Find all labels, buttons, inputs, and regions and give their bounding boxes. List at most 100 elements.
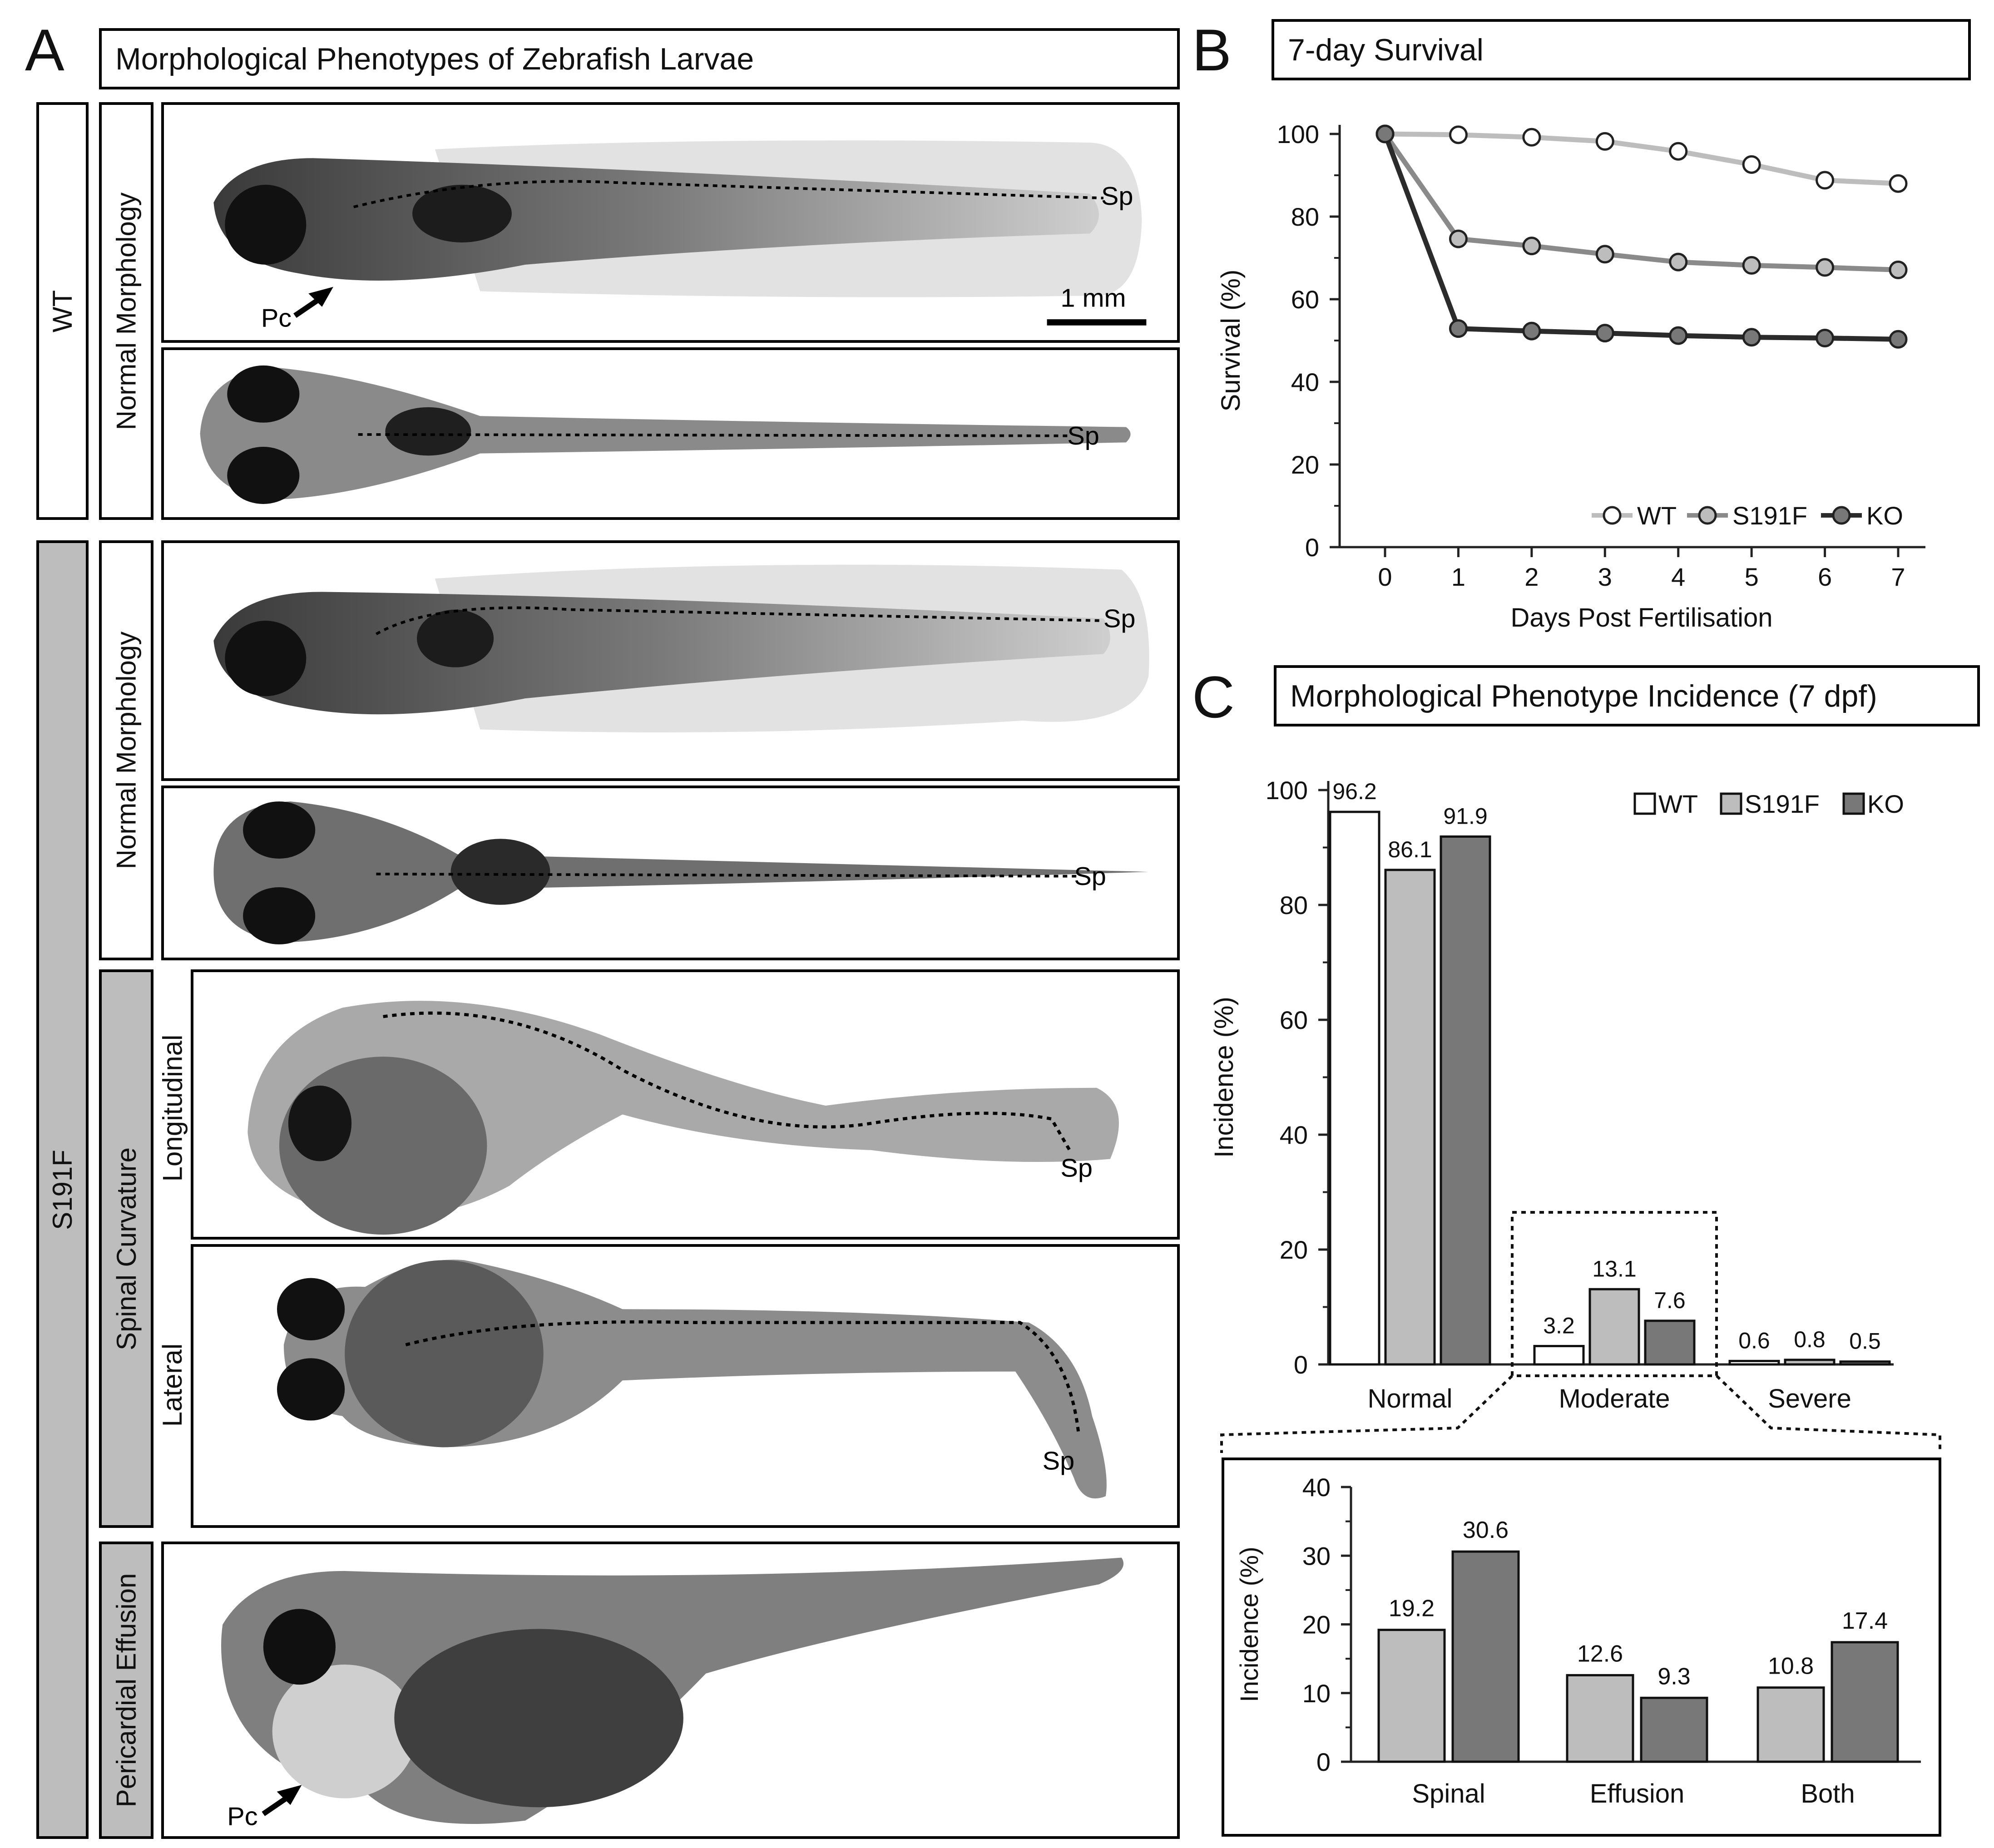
incidence-y-tick-label: 40 — [1280, 1121, 1308, 1149]
phenotype-effusion-text: Pericardial Effusion — [111, 1573, 142, 1808]
zoom-connector-right — [1715, 1374, 1941, 1453]
survival-point-s191f — [1889, 260, 1908, 279]
moderate-zoom-box — [1511, 1211, 1718, 1377]
sp-label: Sp — [1043, 1447, 1075, 1476]
survival-y-tick-label: 20 — [1291, 450, 1319, 479]
survival-legend-label: S191F — [1732, 501, 1807, 530]
survival-point-s191f — [1522, 237, 1541, 256]
phenotype-normal-wt-text: Normal Morphology — [111, 192, 142, 430]
scale-bar-label: 1 mm — [1060, 284, 1126, 312]
survival-point-s191f — [1595, 245, 1614, 264]
eye-bottom — [227, 447, 300, 504]
survival-x-tick-label: 4 — [1671, 563, 1685, 591]
image-pericardial-effusion: Pc — [161, 1542, 1180, 1839]
survival-x-tick-label: 6 — [1818, 563, 1832, 591]
incidence-y-tick-label: 0 — [1294, 1350, 1308, 1379]
survival-point-ko — [1669, 326, 1688, 345]
incidence-y-tick-label: 60 — [1280, 1006, 1308, 1034]
image-s191f-dorsal: Sp — [161, 786, 1180, 960]
phenotype-label-normal-s191f: Normal Morphology — [99, 540, 153, 960]
eye-top — [243, 801, 316, 859]
group-label-s191f: S191F — [36, 540, 89, 1839]
sp-label: Sp — [1103, 604, 1136, 633]
spine-line — [358, 433, 1068, 437]
panel-b-title-box: 7-day Survival — [1272, 19, 1971, 80]
survival-x-tick-label: 0 — [1378, 563, 1392, 591]
survival-x-tick-label: 1 — [1451, 563, 1465, 591]
sp-label: Sp — [1060, 1154, 1093, 1183]
survival-legend-marker — [1603, 506, 1622, 525]
swim-bladder — [412, 184, 512, 242]
incidence-legend-swatch — [1633, 792, 1656, 815]
survival-legend-marker — [1832, 506, 1851, 525]
incidence-bar-ko — [1644, 1319, 1696, 1366]
moderate-breakdown-frame — [1222, 1458, 1941, 1837]
survival-legend-marker — [1698, 506, 1717, 525]
fish-body — [213, 158, 1099, 281]
survival-x-axis-label: Days Post Fertilisation — [1511, 603, 1773, 632]
fish-body — [200, 367, 1131, 500]
survival-line-wt — [1385, 131, 1899, 186]
image-spinal-lateral: Sp — [191, 1244, 1180, 1528]
survival-point-ko — [1376, 124, 1395, 143]
survival-legend-label: WT — [1637, 501, 1677, 530]
group-wt-text: WT — [47, 290, 78, 332]
incidence-bar-s191f — [1384, 869, 1436, 1366]
survival-point-wt — [1595, 132, 1614, 151]
spine-line — [383, 1011, 1071, 1151]
incidence-category-label: Normal — [1368, 1384, 1453, 1413]
image-s191f-lateral: Sp — [161, 540, 1180, 781]
survival-point-wt — [1669, 142, 1688, 161]
survival-point-ko — [1595, 324, 1614, 343]
eye-top — [227, 365, 300, 423]
survival-point-wt — [1889, 174, 1908, 193]
survival-point-wt — [1376, 124, 1395, 143]
survival-point-s191f — [1449, 229, 1468, 248]
survival-y-axis-label: Survival (%) — [1216, 270, 1246, 412]
survival-point-s191f — [1376, 124, 1395, 143]
sp-label: Sp — [1067, 422, 1099, 450]
fish-body — [213, 801, 1149, 943]
image-spinal-longitudinal: Sp — [191, 969, 1180, 1240]
panel-a-title: Morphological Phenotypes of Zebrafish La… — [115, 41, 754, 76]
survival-point-ko — [1742, 328, 1761, 347]
pc-label: Pc — [227, 1802, 257, 1831]
sp-label: Sp — [1101, 182, 1133, 210]
image-wt-lateral: Sp Pc 1 mm — [161, 102, 1180, 343]
spine-line — [353, 180, 1103, 208]
sp-label: Sp — [1074, 862, 1106, 891]
view-label-longitudinal: Longitudinal — [154, 976, 191, 1240]
panel-b-letter: B — [1192, 17, 1232, 83]
survival-point-s191f — [1816, 258, 1835, 277]
phenotype-normal-s191f-text: Normal Morphology — [111, 631, 142, 870]
incidence-y-tick-label: 100 — [1266, 776, 1308, 805]
incidence-data-label: 96.2 — [1332, 779, 1376, 804]
zoom-connector-left — [1220, 1374, 1514, 1453]
eye-bottom — [277, 1358, 345, 1421]
group-s191f-text: S191F — [47, 1149, 78, 1230]
panel-a-letter: A — [25, 17, 64, 83]
pc-arrowhead — [277, 1785, 302, 1805]
survival-point-ko — [1889, 330, 1908, 349]
incidence-bar-ko — [1440, 835, 1491, 1366]
survival-point-wt — [1522, 128, 1541, 147]
phenotype-label-normal-wt: Normal Morphology — [99, 102, 153, 520]
survival-point-ko — [1522, 321, 1541, 341]
eye-bottom — [243, 887, 316, 944]
spine-line — [405, 1320, 1080, 1434]
incidence-bar-ko — [1839, 1360, 1891, 1366]
survival-x-tick-label: 3 — [1598, 563, 1612, 591]
survival-point-ko — [1449, 319, 1468, 338]
incidence-data-label: 13.1 — [1592, 1256, 1636, 1281]
yolk-sac — [394, 1629, 683, 1808]
incidence-data-label: 86.1 — [1388, 837, 1432, 862]
survival-y-tick-label: 100 — [1277, 120, 1319, 148]
incidence-bar-s191f — [1588, 1288, 1640, 1366]
group-label-wt: WT — [36, 102, 89, 520]
survival-point-s191f — [1669, 252, 1688, 272]
yolk-sac — [345, 1260, 544, 1448]
eye — [263, 1609, 336, 1685]
incidence-data-label: 0.8 — [1794, 1327, 1826, 1352]
phenotype-label-effusion: Pericardial Effusion — [99, 1542, 153, 1839]
survival-point-wt — [1449, 125, 1468, 144]
